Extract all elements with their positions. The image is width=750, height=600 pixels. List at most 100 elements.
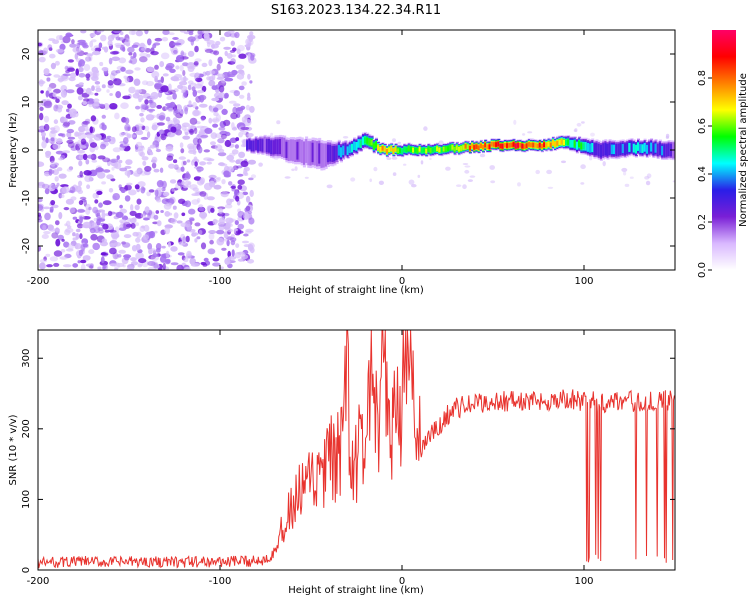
noise-speckle [234,220,239,226]
signal-band-cell [337,145,341,156]
colorbar-label: Normalized spectral amplitude [738,73,749,227]
noise-speckle [152,249,157,255]
signal-band-cell [573,141,577,147]
noise-speckle [624,183,630,187]
noise-speckle [83,98,90,102]
noise-speckle [182,70,186,76]
signal-band-cell [525,143,529,148]
noise-speckle [118,249,126,254]
noise-speckle [187,36,196,42]
noise-speckle [154,64,159,70]
signal-band-cell [348,144,352,154]
noise-speckle [80,259,87,264]
noise-speckle [147,266,156,270]
noise-speckle [167,107,174,113]
noise-speckle [226,52,233,59]
noise-speckle [165,146,174,152]
noise-speckle [144,125,150,132]
signal-band-cell [335,145,339,161]
signal-band-cell [464,144,468,149]
noise-speckle [80,244,86,252]
noise-speckle [147,146,151,153]
noise-speckle [62,123,69,127]
signal-band-cell [595,142,599,156]
signal-band-cell [602,143,606,157]
noise-speckle [42,206,51,210]
noise-speckle [74,52,79,60]
noise-speckle [233,126,237,130]
noise-speckle [115,44,122,48]
noise-speckle [172,92,177,100]
noise-speckle [350,177,356,182]
noise-speckle [218,127,226,131]
noise-speckle [180,148,185,154]
noise-speckle [64,223,68,227]
signal-band-cell [401,148,405,154]
noise-speckle [224,92,229,99]
noise-speckle [85,159,90,165]
noise-speckle [89,126,94,134]
noise-speckle [101,124,107,131]
noise-speckle [115,262,125,268]
noise-speckle [194,238,198,243]
noise-speckle [124,77,130,83]
heatmap-signal-band [246,131,675,171]
noise-speckle [249,189,254,198]
noise-speckle [81,41,88,48]
noise-speckle [369,178,373,183]
noise-speckle [645,180,651,186]
noise-speckle [218,92,226,99]
signal-band-cell [589,143,592,153]
noise-speckle [106,89,110,93]
signal-band-cell [270,140,274,155]
noise-speckle [112,147,121,153]
noise-speckle [124,256,130,261]
noise-speckle [189,218,195,222]
noise-speckle [423,126,428,131]
signal-band-cell [623,143,627,156]
noise-speckle [156,104,163,109]
noise-speckle [241,240,250,244]
noise-speckle [63,121,71,127]
noise-speckle [89,169,98,177]
noise-speckle [242,130,249,135]
noise-speckle [227,228,233,233]
noise-speckle [234,144,239,149]
noise-speckle [219,266,224,270]
noise-speckle [131,30,136,35]
noise-speckle [102,169,111,173]
noise-speckle [245,228,254,233]
noise-speckle [38,56,46,63]
noise-speckle [209,239,214,245]
noise-speckle [229,137,238,144]
noise-speckle [66,168,73,172]
noise-speckle [208,174,217,179]
noise-speckle [232,47,237,52]
noise-speckle [206,158,215,162]
noise-speckle [161,180,167,189]
noise-speckle [179,81,188,86]
noise-speckle [161,245,166,249]
noise-speckle [100,143,106,150]
noise-speckle [98,202,103,208]
noise-speckle [208,230,217,234]
signal-band-cell [477,145,481,151]
noise-speckle [228,100,237,104]
noise-speckle [150,91,159,100]
signal-band-cell [388,147,392,152]
noise-speckle [72,216,78,220]
noise-speckle [82,120,90,125]
noise-speckle [170,126,177,133]
heatmap-y-axis-label: Frequency (Hz) [8,112,19,188]
noise-speckle [179,30,186,33]
noise-speckle [77,139,82,147]
noise-speckle [69,43,77,48]
noise-speckle [184,220,191,228]
noise-speckle [250,174,257,179]
noise-speckle [247,133,254,137]
noise-speckle [223,231,229,239]
noise-speckle [175,112,184,119]
noise-speckle [173,88,179,93]
noise-speckle [212,262,221,267]
noise-speckle [101,114,107,119]
